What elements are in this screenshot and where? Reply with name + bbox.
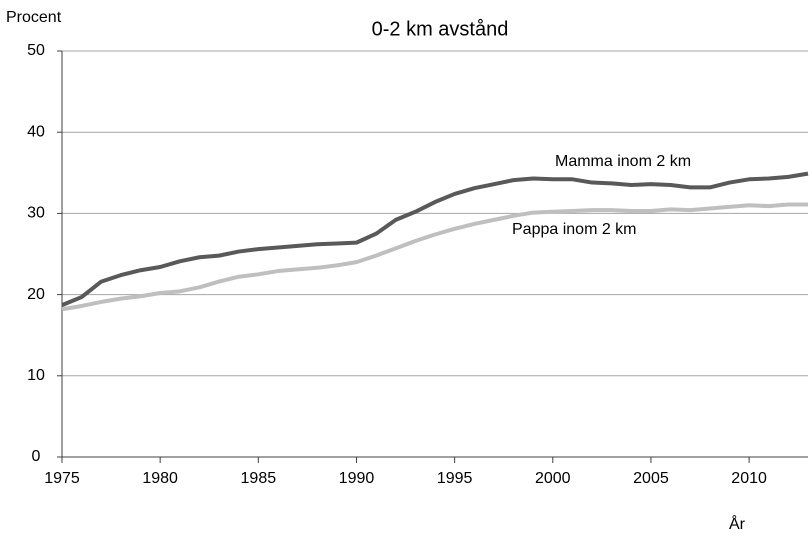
y-tick-label: 30 xyxy=(27,205,45,222)
x-tick-label: 1975 xyxy=(44,470,80,487)
data-line xyxy=(61,171,809,308)
y-tick-label: 50 xyxy=(27,42,45,59)
data-line xyxy=(61,202,808,312)
y-axis-label: Procent xyxy=(6,9,62,26)
chart-title: 0-2 km avstånd xyxy=(372,18,509,40)
y-tick-label: 40 xyxy=(27,123,45,140)
x-tick-label: 2005 xyxy=(633,470,669,487)
y-tick-label: 10 xyxy=(27,367,45,384)
x-tick-label: 1995 xyxy=(437,470,473,487)
x-tick-label: 2000 xyxy=(535,470,571,487)
y-tick-label: 20 xyxy=(27,286,45,303)
x-tick-label: 1990 xyxy=(339,470,375,487)
x-tick-label: 1985 xyxy=(241,470,277,487)
x-axis-label: År xyxy=(729,514,746,533)
x-tick-label: 1980 xyxy=(142,470,178,487)
series-label: Pappa inom 2 km xyxy=(512,221,637,238)
y-tick-label: 0 xyxy=(32,448,41,465)
series-label: Mamma inom 2 km xyxy=(555,153,691,170)
x-tick-label: 2010 xyxy=(731,470,767,487)
